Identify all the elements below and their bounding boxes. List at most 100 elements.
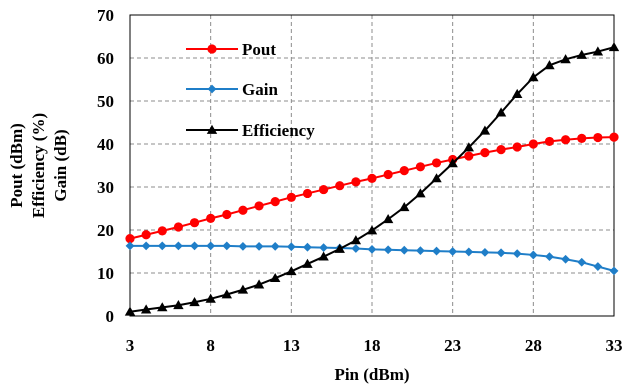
data-point-gain <box>222 241 232 251</box>
data-point-pout <box>238 205 248 215</box>
data-point-gain <box>464 247 474 257</box>
data-point-pout <box>189 218 200 228</box>
data-point-efficiency <box>528 72 539 82</box>
data-point-efficiency <box>140 304 152 314</box>
data-point-pout <box>431 158 442 168</box>
data-point-efficiency <box>382 214 394 224</box>
data-point-efficiency <box>270 272 281 283</box>
legend-label: Efficiency <box>242 121 315 140</box>
legend-label: Pout <box>242 40 276 59</box>
legend-item-efficiency: Efficiency <box>186 121 315 140</box>
data-point-gain <box>254 241 264 251</box>
y-tick-label: 60 <box>97 49 114 68</box>
data-point-gain <box>528 250 538 260</box>
data-point-pout <box>399 166 409 176</box>
data-point-efficiency <box>173 300 184 310</box>
y-axis-title: Pout (dBm) Efficiency (%) Gain (dB) <box>7 113 70 218</box>
x-tick-labels: 3 8 13 18 23 28 33 <box>126 336 623 355</box>
data-point-gain <box>383 245 393 255</box>
data-point-gain <box>303 242 312 252</box>
data-point-gain <box>577 257 587 267</box>
data-point-efficiency <box>560 54 571 64</box>
y-tick-label: 30 <box>97 178 114 197</box>
data-point-gain <box>432 246 441 256</box>
data-point-pout <box>351 177 361 187</box>
data-point-efficiency <box>350 235 362 245</box>
x-tick-label: 3 <box>126 336 135 355</box>
data-point-pout <box>141 230 151 240</box>
data-point-pout <box>464 151 474 161</box>
data-point-efficiency <box>544 60 555 70</box>
data-point-pout <box>609 132 619 142</box>
data-point-pout <box>270 197 280 207</box>
data-point-efficiency <box>495 107 507 117</box>
data-point-pout <box>125 234 135 244</box>
data-point-pout <box>206 213 216 223</box>
y-axis-title-line: Efficiency (%) <box>29 113 48 218</box>
data-point-efficiency <box>302 258 313 268</box>
data-point-pout <box>544 136 555 147</box>
data-point-efficiency <box>286 266 297 276</box>
legend-marker <box>207 44 217 54</box>
data-point-gain <box>545 252 554 262</box>
data-point-pout <box>528 139 538 149</box>
x-tick-label: 33 <box>606 336 623 355</box>
data-point-gain <box>512 249 522 259</box>
data-point-pout <box>415 162 425 172</box>
data-point-efficiency <box>157 302 168 312</box>
data-point-gain <box>141 241 151 251</box>
y-tick-label: 20 <box>97 221 114 240</box>
x-tick-label: 28 <box>525 336 542 355</box>
data-point-pout <box>222 209 232 220</box>
data-point-efficiency <box>253 279 265 289</box>
data-point-efficiency <box>463 142 474 152</box>
data-point-gain <box>270 241 280 251</box>
data-point-gain <box>238 241 248 251</box>
series-gain <box>125 241 619 276</box>
data-point-gain <box>351 244 361 253</box>
data-point-gain <box>609 266 619 276</box>
data-point-pout <box>254 201 264 211</box>
data-point-efficiency <box>366 225 378 235</box>
data-point-pout <box>593 132 603 143</box>
legend-item-gain: Gain <box>186 80 278 99</box>
data-point-efficiency <box>124 306 136 316</box>
data-point-efficiency <box>189 297 200 307</box>
data-point-gain <box>125 241 135 251</box>
data-point-pout <box>302 188 313 199</box>
data-point-pout <box>367 173 377 183</box>
x-tick-label: 23 <box>444 336 461 355</box>
legend-item-pout: Pout <box>186 40 276 59</box>
data-point-gain <box>593 262 603 271</box>
x-tick-label: 18 <box>364 336 381 355</box>
data-point-efficiency <box>415 188 426 198</box>
legend-marker <box>207 84 217 94</box>
x-tick-label: 8 <box>206 336 215 355</box>
data-point-efficiency <box>399 202 410 212</box>
y-tick-label: 40 <box>97 135 114 154</box>
data-point-gain <box>416 246 425 256</box>
legend-label: Gain <box>242 80 278 99</box>
data-point-gain <box>496 248 506 258</box>
data-point-efficiency <box>576 49 587 59</box>
data-point-efficiency <box>592 46 604 56</box>
series <box>124 42 620 316</box>
data-point-efficiency <box>221 289 232 299</box>
series-pout <box>125 132 619 244</box>
y-tick-label: 0 <box>106 307 115 326</box>
data-point-gain <box>480 247 490 257</box>
data-point-pout <box>480 148 490 158</box>
data-point-gain <box>399 245 409 255</box>
data-point-gain <box>367 244 377 254</box>
data-point-gain <box>561 254 570 264</box>
data-point-gain <box>319 243 328 253</box>
data-point-efficiency <box>479 125 491 135</box>
data-point-gain <box>206 241 216 251</box>
y-tick-label: 70 <box>97 6 114 25</box>
data-point-pout <box>157 226 167 236</box>
data-point-efficiency <box>608 42 620 52</box>
data-point-pout <box>577 133 587 144</box>
x-tick-label: 13 <box>283 336 300 355</box>
